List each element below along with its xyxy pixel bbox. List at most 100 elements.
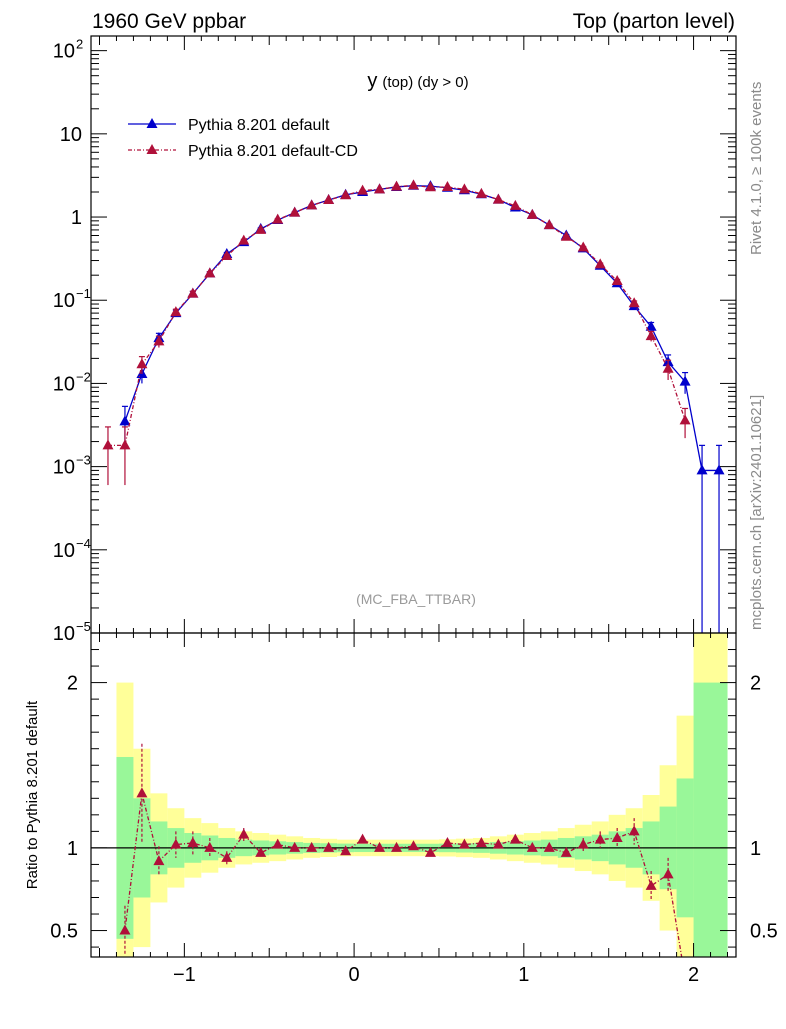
data-point-cd — [323, 194, 335, 205]
data-point-cd — [526, 208, 538, 219]
data-point-cd — [560, 230, 572, 241]
y-tick-exponent: −3 — [76, 453, 91, 468]
data-point-cd — [662, 362, 674, 373]
ratio-point — [357, 833, 369, 844]
ratio-tick-label-left: 1 — [67, 838, 78, 860]
data-point-cd — [628, 297, 640, 308]
ratio-point — [662, 868, 674, 879]
data-point-cd — [187, 287, 199, 298]
ratio-point — [170, 838, 182, 849]
y-tick-label: 1 — [71, 207, 82, 229]
ratio-point — [509, 833, 521, 844]
data-point-default — [119, 415, 131, 426]
ratio-point — [119, 924, 131, 935]
mcplots-label: mcplots.cern.ch [arXiv:2401.10621] — [748, 395, 765, 630]
ratio-point — [458, 838, 470, 849]
y-tick-label: 10 — [53, 623, 75, 645]
data-point-cd — [679, 414, 691, 425]
data-point-cd — [170, 306, 182, 317]
data-point-cd — [289, 206, 301, 217]
ratio-point — [136, 787, 148, 798]
y-tick-exponent: −4 — [76, 536, 91, 551]
ratio-point — [221, 851, 233, 862]
ratio-point — [272, 838, 284, 849]
ratio-point — [492, 838, 504, 849]
data-point-cd — [645, 330, 657, 341]
legend-label-default: Pythia 8.201 default — [188, 117, 330, 134]
data-point-default — [713, 464, 725, 475]
data-point-cd — [475, 187, 487, 198]
header-left: 1960 GeV ppbar — [92, 10, 246, 33]
ratio-tick-label-right: 0.5 — [750, 921, 778, 943]
ratio-point — [289, 841, 301, 852]
data-point-default — [679, 375, 691, 386]
ratio-point — [187, 836, 199, 847]
data-point-cd — [255, 223, 267, 234]
ratio-tick-label-right: 2 — [750, 673, 761, 695]
ratio-point — [408, 840, 419, 851]
ratio-point — [475, 836, 487, 847]
data-point-cd — [238, 234, 250, 245]
ratio-point — [204, 841, 216, 852]
y-tick-label: 10 — [53, 290, 75, 312]
legend-marker-default — [146, 118, 158, 128]
ratio-point — [391, 841, 403, 852]
ratio-point — [340, 845, 352, 856]
data-point-cd — [408, 179, 419, 190]
ratio-series — [119, 743, 683, 957]
ratio-point — [611, 831, 623, 842]
ratio-point — [424, 846, 436, 857]
x-tick-label: 1 — [518, 964, 529, 986]
data-point-cd — [543, 219, 555, 230]
plot-title-main: y — [367, 70, 377, 92]
ratio-point — [323, 841, 335, 852]
y-tick-exponent: −2 — [76, 369, 91, 384]
y-tick-label: 10 — [53, 41, 75, 63]
ratio-tick-label-left: 0.5 — [50, 921, 78, 943]
y-tick-label: 10 — [53, 373, 75, 395]
legend-marker-cd — [146, 144, 158, 154]
data-point-cd — [424, 181, 436, 192]
plot-title-rest: (top) (dy > 0) — [382, 74, 468, 91]
data-point-cd — [594, 258, 606, 269]
data-point-cd — [577, 241, 589, 252]
plot-title: y (top) (dy > 0) — [367, 70, 468, 92]
data-point-cd — [374, 183, 386, 194]
main-series — [102, 179, 725, 633]
data-point-cd — [119, 439, 131, 450]
data-point-cd — [611, 275, 623, 286]
data-point-cd — [357, 184, 369, 195]
y-tick-exponent: −1 — [76, 286, 91, 301]
ratio-tick-label-right: 1 — [750, 838, 761, 860]
ratio-point — [153, 855, 165, 866]
ratio-point — [238, 828, 250, 839]
legend: Pythia 8.201 default Pythia 8.201 defaul… — [128, 117, 358, 160]
ratio-point — [594, 833, 606, 844]
x-tick-label: 2 — [688, 964, 699, 986]
data-point-cd — [153, 335, 165, 346]
header-right: Top (parton level) — [573, 10, 735, 33]
data-point-cd — [340, 189, 352, 200]
data-point-cd — [509, 199, 521, 210]
data-point-cd — [204, 267, 216, 278]
y-tick-exponent: 2 — [76, 37, 83, 52]
data-point-cd — [102, 439, 114, 450]
data-point-cd — [492, 193, 504, 204]
ratio-point — [306, 841, 318, 852]
ratio-point — [560, 846, 572, 857]
ratio-point — [543, 841, 555, 852]
band-green — [693, 682, 728, 957]
ratio-frame — [90, 632, 737, 958]
y-tick-label: 10 — [53, 457, 75, 479]
ratio-point — [628, 825, 640, 836]
data-point-cd — [441, 180, 453, 191]
ratio-point — [577, 838, 589, 849]
data-point-default — [696, 464, 708, 475]
data-point-cd — [306, 199, 318, 210]
data-point-cd — [136, 358, 148, 369]
ratio-point — [526, 841, 538, 852]
ratio-point — [441, 836, 453, 847]
y-tick-exponent: −5 — [76, 619, 91, 634]
ratio-line — [124, 793, 683, 957]
